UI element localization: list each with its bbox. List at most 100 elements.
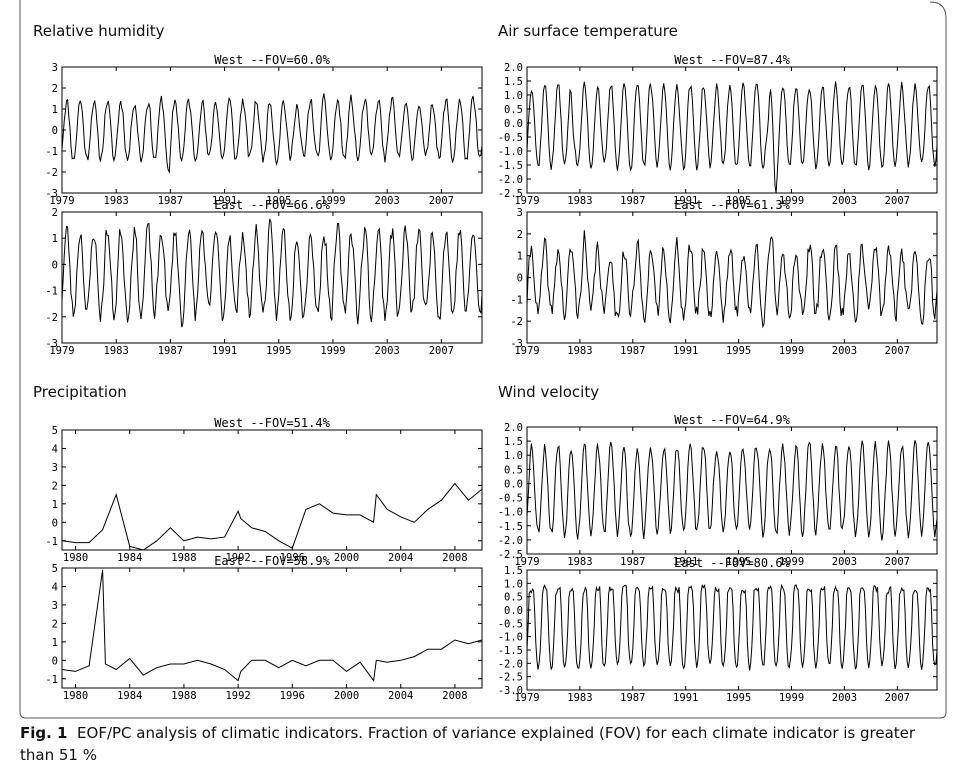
y-tick-label: 1.0 bbox=[504, 578, 523, 590]
chart-title: West --FOV=87.4% bbox=[674, 53, 790, 67]
x-tick-label: 1983 bbox=[567, 556, 592, 568]
x-tick-label: 1996 bbox=[280, 690, 305, 702]
x-tick-label: 1999 bbox=[320, 345, 345, 357]
x-tick-label: 2003 bbox=[832, 692, 857, 704]
x-tick-label: 1979 bbox=[49, 195, 74, 207]
y-tick-label: 2.0 bbox=[504, 62, 523, 74]
y-tick-label: 0.0 bbox=[504, 478, 523, 490]
chart-wind-west: West --FOV=64.9% 2.0 1.5 1.0 0.5 0.0 -0.5 -1.0 -… bbox=[498, 413, 938, 568]
y-tick-label: -0.5 bbox=[498, 493, 523, 505]
x-tick-label: 1988 bbox=[171, 552, 196, 564]
x-tick-label: 2003 bbox=[832, 195, 857, 207]
chart-title: East --FOV=80.6% bbox=[674, 556, 790, 570]
y-tick-label: -3.0 bbox=[498, 685, 523, 697]
x-tick-label: 1987 bbox=[620, 345, 645, 357]
y-tick-label: 3 bbox=[517, 207, 523, 219]
group-title-wind-velocity: Wind velocity bbox=[498, 383, 600, 401]
y-tick-label: 1.5 bbox=[504, 436, 523, 448]
x-tick-label: 1992 bbox=[225, 552, 250, 564]
x-tick-label: 1979 bbox=[514, 556, 539, 568]
x-tick-label: 1995 bbox=[726, 556, 751, 568]
y-tick-label: -1.5 bbox=[498, 160, 523, 172]
axes-frame bbox=[526, 66, 938, 194]
chart-title: West --FOV=51.4% bbox=[214, 416, 330, 430]
series-line bbox=[61, 93, 483, 174]
y-tick-label: -1.0 bbox=[498, 146, 523, 158]
x-tick-label: 1995 bbox=[726, 692, 751, 704]
y-tick-label: 0.5 bbox=[504, 592, 523, 604]
x-tick-label: 1987 bbox=[158, 195, 183, 207]
y-tick-label: 0 bbox=[517, 273, 523, 285]
chart-wind-east: East --FOV=80.6% 1.51.0 0.50.0-0.5 -1.0-1.5… bbox=[498, 556, 938, 704]
figure-caption: Fig. 1 EOF/PC analysis of climatic indic… bbox=[20, 722, 950, 766]
y-tick-label: 3 bbox=[52, 600, 58, 612]
group-title-precipitation: Precipitation bbox=[33, 383, 127, 401]
y-tick-label: 2 bbox=[517, 229, 523, 241]
x-tick-label: 1991 bbox=[212, 345, 237, 357]
x-tick-label: 2003 bbox=[375, 195, 400, 207]
y-tick-label: 1 bbox=[52, 233, 58, 245]
x-tick-label: 1984 bbox=[117, 552, 142, 564]
x-tick-label: 1987 bbox=[620, 692, 645, 704]
axes-frame bbox=[61, 567, 483, 689]
y-tick-label: 0.5 bbox=[504, 104, 523, 116]
y-tick-label: -1 bbox=[45, 286, 58, 298]
x-tick-label: 2007 bbox=[429, 195, 454, 207]
y-tick-label: 0 bbox=[52, 259, 58, 271]
x-tick-label: 1995 bbox=[266, 195, 291, 207]
y-tick-label: 1.5 bbox=[504, 565, 523, 577]
y-tick-label: 1 bbox=[52, 637, 58, 649]
y-tick-label: -1 bbox=[45, 674, 58, 686]
y-tick-label: 1 bbox=[517, 251, 523, 263]
y-tick-label: -0.5 bbox=[498, 618, 523, 630]
x-tick-label: 1983 bbox=[567, 195, 592, 207]
x-tick-label: 2003 bbox=[832, 556, 857, 568]
y-tick-label: 5 bbox=[52, 425, 58, 437]
x-tick-label: 1999 bbox=[779, 692, 804, 704]
y-tick-label: 1.0 bbox=[504, 450, 523, 462]
y-tick-label: 0 bbox=[52, 517, 58, 529]
series-line bbox=[526, 81, 938, 194]
x-tick-label: 1999 bbox=[320, 195, 345, 207]
x-tick-label: 2007 bbox=[885, 195, 910, 207]
x-tick-label: 2000 bbox=[334, 690, 359, 702]
y-tick-label: -1.5 bbox=[498, 521, 523, 533]
chart-title: East --FOV=61.3% bbox=[674, 198, 790, 212]
y-tick-label: -3 bbox=[45, 188, 58, 200]
y-tick-label: 2 bbox=[52, 480, 58, 492]
x-tick-label: 1995 bbox=[726, 195, 751, 207]
x-tick-label: 1979 bbox=[514, 195, 539, 207]
x-tick-label: 1987 bbox=[620, 195, 645, 207]
series-line bbox=[526, 230, 938, 329]
y-tick-label: 1 bbox=[52, 499, 58, 511]
y-tick-label: 0 bbox=[52, 125, 58, 137]
x-tick-label: 2008 bbox=[442, 690, 467, 702]
axes-frame bbox=[61, 429, 483, 551]
y-tick-label: -1 bbox=[510, 294, 523, 306]
x-tick-label: 2007 bbox=[885, 556, 910, 568]
series-line bbox=[526, 583, 938, 671]
group-title-relative-humidity: Relative humidity bbox=[33, 22, 165, 40]
chart-precip-west: West --FOV=51.4% 5 4 3 2 1 0 -1 1980 1984 1988 1992… bbox=[45, 416, 483, 564]
y-tick-label: -0.5 bbox=[498, 132, 523, 144]
y-tick-label: -2.0 bbox=[498, 535, 523, 547]
y-tick-label: 1.5 bbox=[504, 76, 523, 88]
axes-frame bbox=[526, 569, 938, 691]
chart-precip-east: East --FOV=58.9% 5 4 3 2 1 0 -1 1980 1984 1988 1992… bbox=[45, 554, 483, 702]
series-line bbox=[526, 440, 938, 541]
y-tick-label: 0 bbox=[52, 655, 58, 667]
axes-frame bbox=[61, 211, 483, 344]
y-tick-label: 0.0 bbox=[504, 118, 523, 130]
y-tick-label: -2.5 bbox=[498, 549, 523, 561]
y-tick-label: 3 bbox=[52, 62, 58, 74]
x-tick-label: 1984 bbox=[117, 690, 142, 702]
y-tick-label: 0.5 bbox=[504, 464, 523, 476]
y-tick-label: -1.0 bbox=[498, 507, 523, 519]
x-tick-label: 1991 bbox=[673, 345, 698, 357]
chart-title: West --FOV=60.0% bbox=[214, 53, 330, 67]
x-tick-label: 1991 bbox=[673, 692, 698, 704]
